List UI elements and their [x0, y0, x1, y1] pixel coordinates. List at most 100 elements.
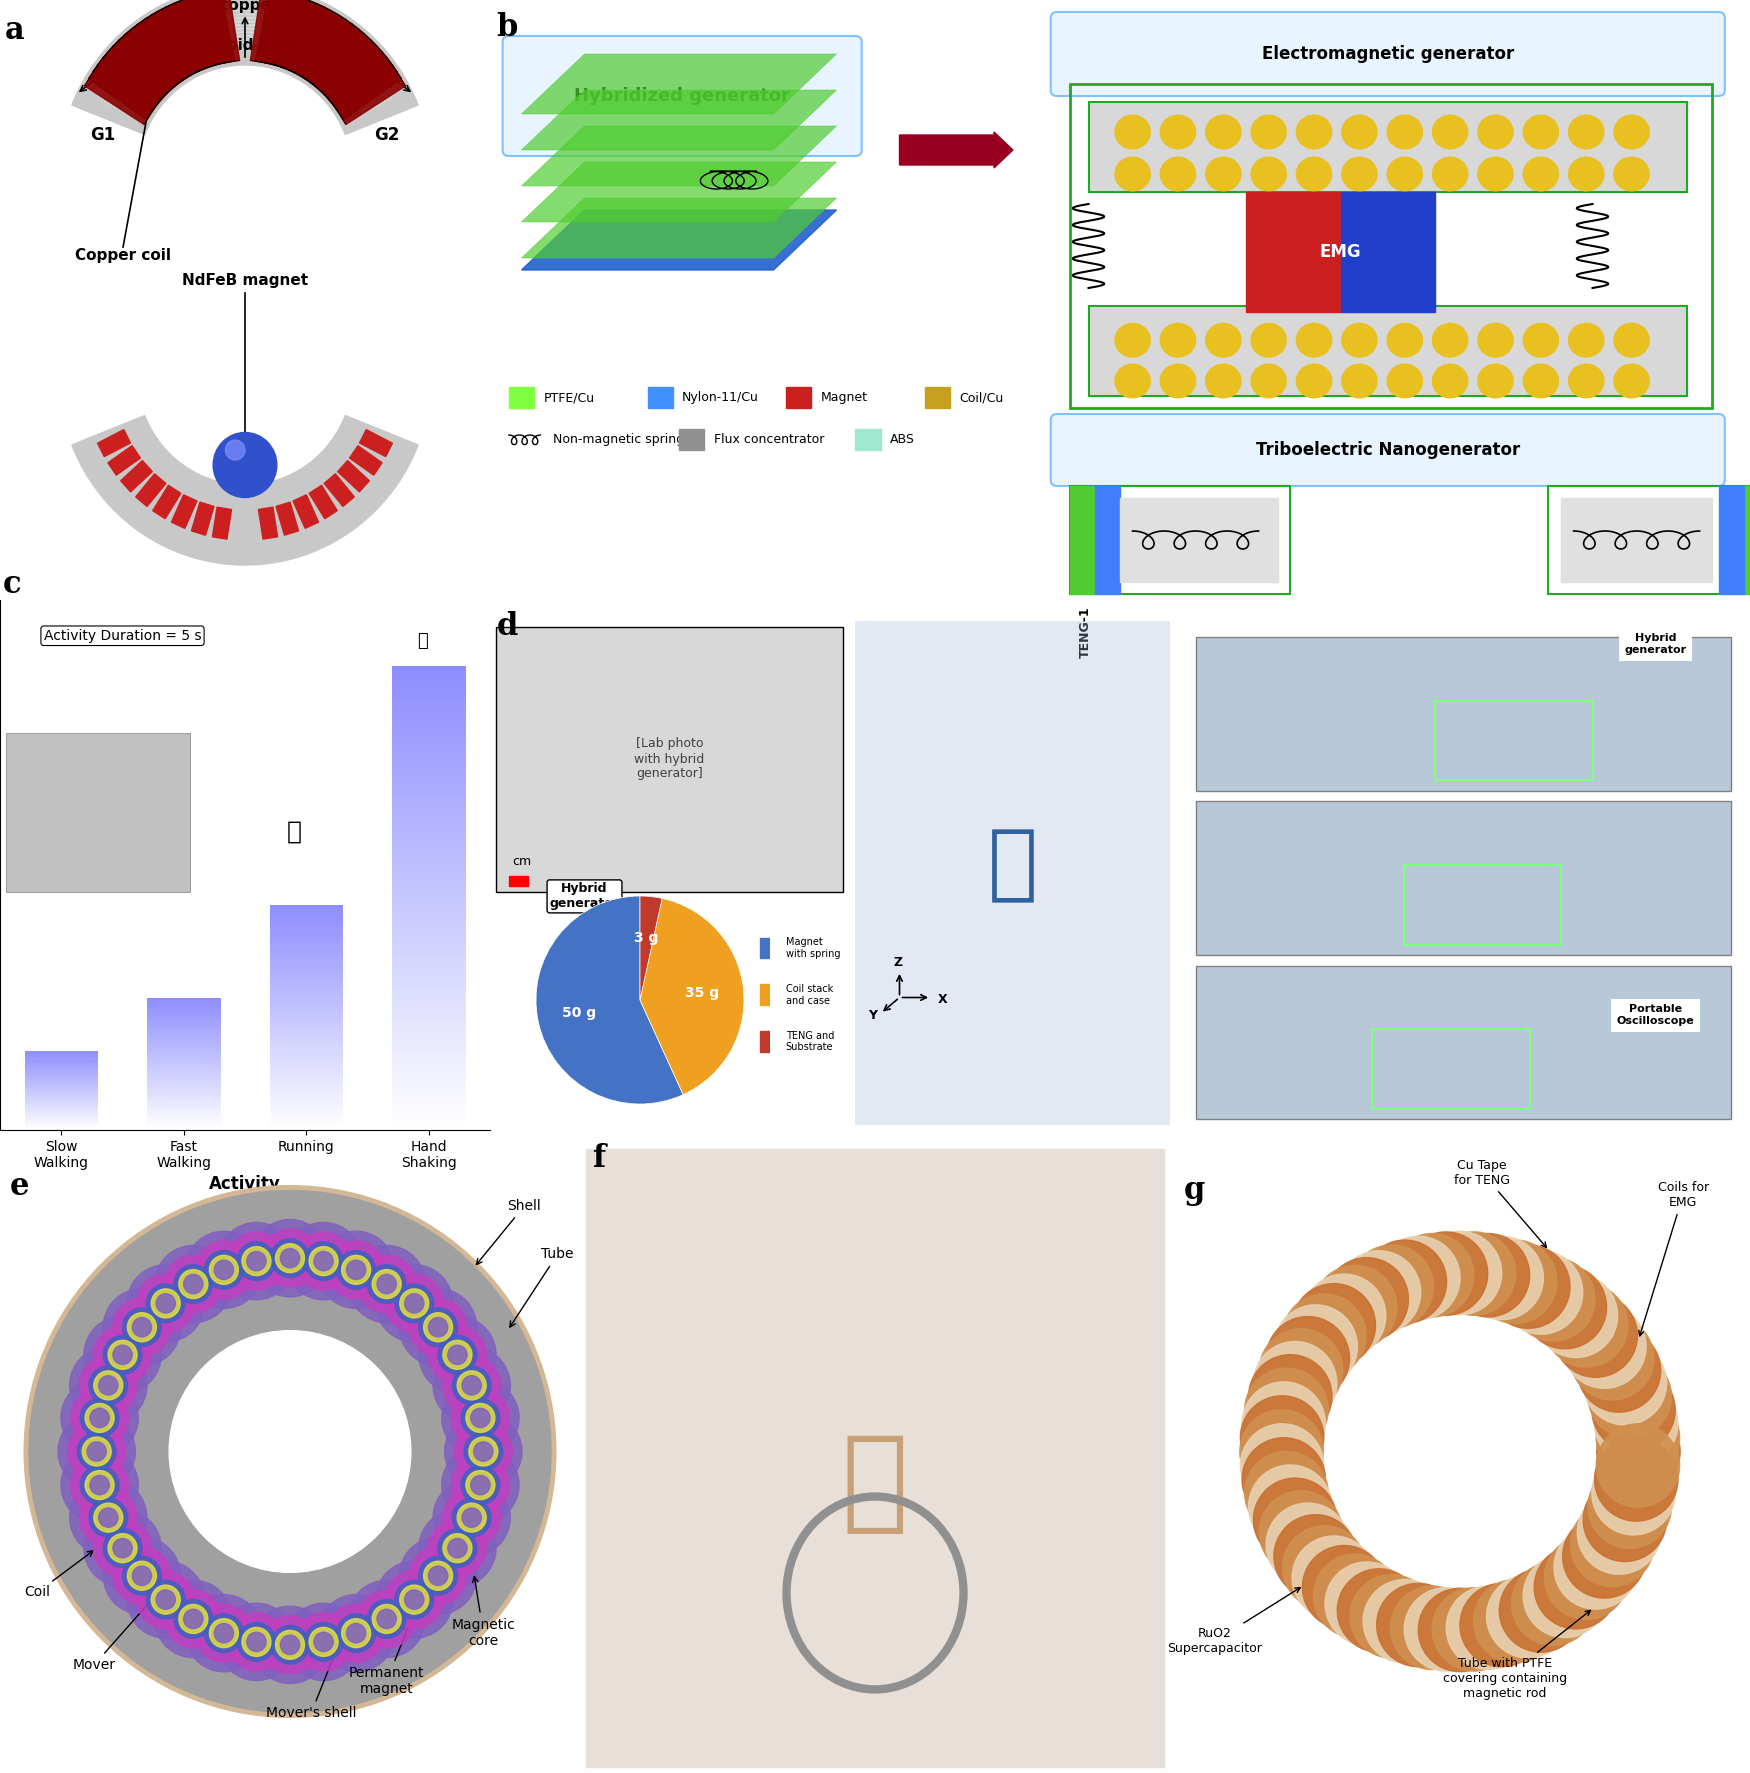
Bar: [270, 1009, 343, 1011]
Circle shape: [236, 1241, 276, 1280]
Circle shape: [438, 1335, 476, 1374]
Circle shape: [313, 1633, 332, 1652]
Polygon shape: [166, 0, 215, 74]
Text: a: a: [5, 14, 24, 46]
Bar: [270, 1085, 343, 1087]
Bar: [270, 1051, 343, 1053]
Polygon shape: [108, 445, 140, 475]
Circle shape: [228, 1232, 285, 1291]
Bar: [270, 1121, 343, 1124]
Bar: [392, 1009, 466, 1014]
Circle shape: [150, 1289, 180, 1317]
Circle shape: [1477, 115, 1514, 149]
Bar: [270, 961, 343, 963]
Circle shape: [443, 1534, 472, 1562]
Bar: [392, 1083, 466, 1089]
Circle shape: [1314, 1266, 1396, 1349]
Circle shape: [103, 1537, 180, 1615]
Circle shape: [280, 1248, 299, 1268]
Circle shape: [418, 1557, 457, 1596]
Text: PTFE/Cu: PTFE/Cu: [544, 392, 595, 404]
Circle shape: [462, 1509, 481, 1527]
Bar: [392, 917, 466, 922]
Circle shape: [173, 1599, 214, 1638]
Polygon shape: [250, 0, 285, 64]
Circle shape: [471, 1408, 490, 1427]
Bar: [392, 1121, 466, 1126]
Bar: [270, 957, 343, 959]
Text: Coil: Coil: [24, 1551, 93, 1599]
Bar: [270, 910, 343, 911]
Polygon shape: [359, 429, 392, 457]
Circle shape: [418, 1509, 495, 1587]
Circle shape: [1325, 1562, 1409, 1645]
Bar: [392, 839, 466, 842]
Bar: [1561, 498, 1712, 582]
Bar: [509, 876, 528, 886]
Circle shape: [429, 1317, 448, 1337]
Bar: [270, 908, 343, 910]
Text: b: b: [497, 12, 518, 43]
Bar: [392, 713, 466, 718]
Text: Triboelectric Nanogenerator: Triboelectric Nanogenerator: [1256, 441, 1519, 459]
Circle shape: [452, 1388, 509, 1447]
Circle shape: [128, 1560, 205, 1638]
Circle shape: [1314, 1555, 1396, 1638]
Circle shape: [1251, 363, 1286, 397]
Circle shape: [1554, 1527, 1638, 1610]
Circle shape: [348, 1245, 425, 1323]
FancyBboxPatch shape: [1195, 801, 1731, 956]
Text: NdFeB magnet: NdFeB magnet: [182, 273, 308, 287]
Polygon shape: [196, 0, 234, 66]
Bar: [392, 1112, 466, 1115]
Bar: [392, 759, 466, 764]
Circle shape: [336, 1613, 376, 1652]
Bar: [392, 699, 466, 704]
Circle shape: [88, 1441, 107, 1461]
Bar: [270, 934, 343, 936]
Bar: [392, 693, 466, 699]
Circle shape: [1535, 1546, 1617, 1629]
Bar: [270, 1050, 343, 1051]
Circle shape: [399, 1289, 476, 1365]
Bar: [270, 1035, 343, 1037]
Circle shape: [1363, 1580, 1447, 1663]
Bar: [270, 1105, 343, 1108]
Circle shape: [1342, 115, 1377, 149]
Polygon shape: [522, 126, 836, 186]
Circle shape: [1251, 158, 1286, 191]
Circle shape: [1614, 363, 1648, 397]
Circle shape: [1297, 363, 1332, 397]
Circle shape: [1377, 1583, 1459, 1667]
Text: Coil/Cu: Coil/Cu: [959, 392, 1003, 404]
Bar: [392, 977, 466, 982]
Circle shape: [368, 1599, 406, 1638]
Circle shape: [1592, 1452, 1675, 1535]
Bar: [270, 1101, 343, 1103]
Text: 50 g: 50 g: [562, 1007, 597, 1019]
Bar: [392, 1037, 466, 1043]
Text: Non-magnetic spring: Non-magnetic spring: [553, 433, 684, 447]
Bar: [392, 782, 466, 787]
Circle shape: [385, 1571, 443, 1629]
Circle shape: [1568, 158, 1603, 191]
Circle shape: [443, 1489, 500, 1546]
Bar: [270, 995, 343, 996]
Bar: [392, 1032, 466, 1037]
Text: Coil stack
and case: Coil stack and case: [786, 984, 833, 1005]
Circle shape: [210, 1619, 238, 1647]
Polygon shape: [329, 59, 401, 121]
Polygon shape: [121, 461, 152, 491]
Circle shape: [89, 1498, 128, 1537]
Circle shape: [89, 1475, 108, 1495]
Text: Magnetic
core: Magnetic core: [452, 1576, 514, 1647]
Circle shape: [460, 1466, 500, 1505]
Bar: [392, 1055, 466, 1060]
Circle shape: [1260, 1491, 1342, 1574]
Circle shape: [1477, 363, 1514, 397]
Circle shape: [376, 1264, 453, 1342]
Circle shape: [1349, 1245, 1433, 1328]
Bar: [392, 1115, 466, 1121]
Circle shape: [396, 1580, 434, 1619]
Circle shape: [147, 1284, 186, 1323]
